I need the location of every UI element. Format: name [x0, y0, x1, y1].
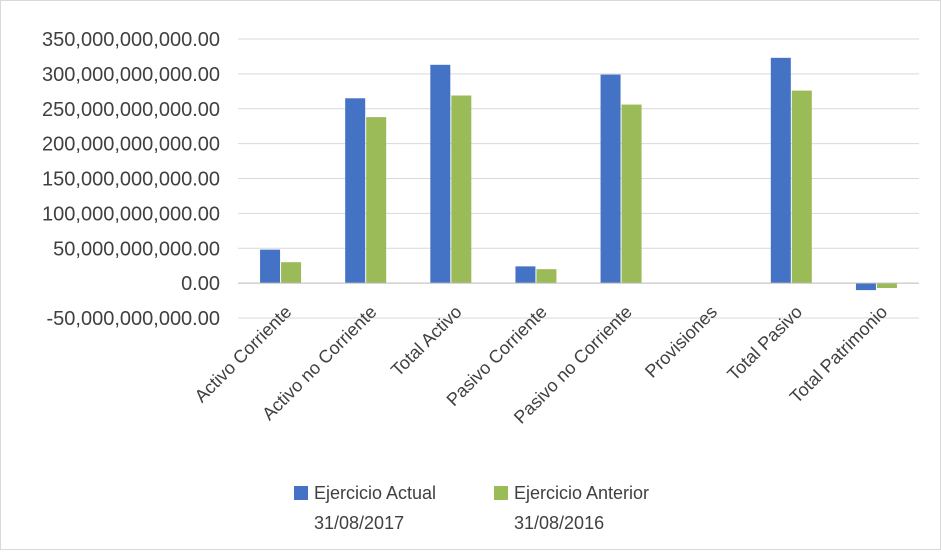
- bar-actual: [430, 64, 451, 284]
- legend-swatch: [494, 486, 508, 500]
- legend: Ejercicio Actual 31/08/2017 Ejercicio Ante…: [294, 483, 649, 533]
- legend-swatch: [294, 486, 308, 500]
- x-tick-label: Provisiones: [641, 302, 721, 382]
- legend-label-date: 31/08/2017: [314, 513, 404, 533]
- y-tick-label: 50,000,000,000.00: [53, 238, 220, 260]
- y-tick-label: 100,000,000,000.00: [42, 203, 220, 225]
- bar-actual: [600, 74, 621, 284]
- legend-label: Ejercicio Anterior: [514, 483, 649, 503]
- y-tick-label: 300,000,000,000.00: [42, 64, 220, 86]
- bar-anterior: [536, 269, 557, 284]
- y-tick-label: 350,000,000,000.00: [42, 29, 220, 51]
- bar-anterior: [281, 262, 302, 284]
- bar-anterior: [876, 283, 897, 289]
- y-tick-label: 200,000,000,000.00: [42, 134, 220, 156]
- bar-actual: [770, 57, 791, 284]
- gridlines: [238, 38, 919, 319]
- bar-anterior: [366, 117, 387, 284]
- legend-label-date: 31/08/2016: [514, 513, 604, 533]
- x-tick-label: Total Pasivo: [723, 302, 806, 385]
- y-tick-label: 150,000,000,000.00: [42, 169, 220, 191]
- bar-actual: [855, 283, 876, 291]
- bar-anterior: [451, 95, 472, 284]
- bar-anterior: [791, 90, 812, 284]
- y-tick-label: 0.00: [181, 273, 220, 295]
- y-tick-label: -50,000,000,000.00: [47, 308, 221, 330]
- x-tick-label: Total Activo: [387, 302, 466, 381]
- bar-actual: [515, 266, 536, 284]
- bar-actual: [345, 98, 366, 284]
- bars: [260, 57, 897, 291]
- legend-label: Ejercicio Actual: [314, 483, 436, 503]
- bar-actual: [260, 249, 281, 284]
- y-tick-label: 250,000,000,000.00: [42, 99, 220, 121]
- bar-anterior: [621, 104, 642, 284]
